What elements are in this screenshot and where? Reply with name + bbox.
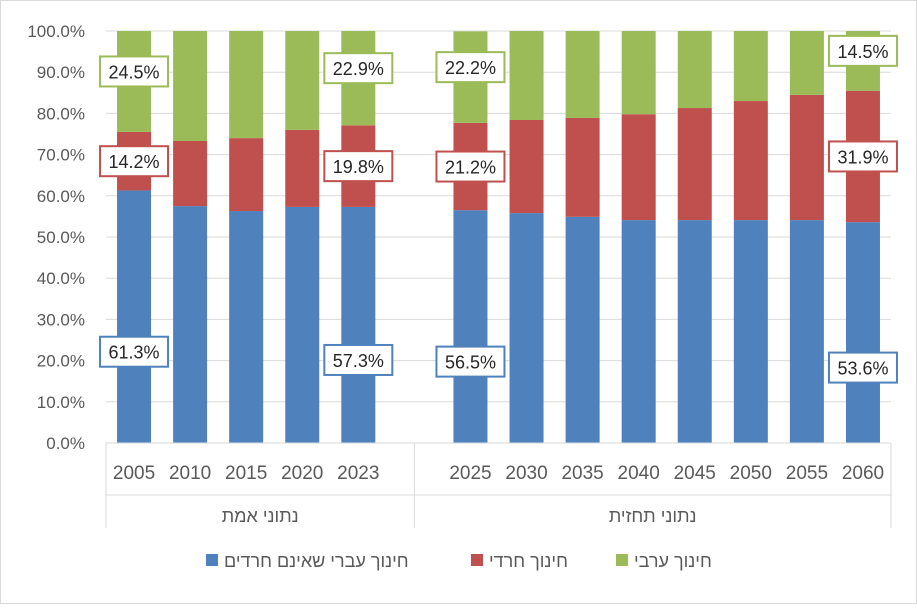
bar-segment-2045-0: [677, 220, 712, 443]
bar-segment-2023-0: [341, 206, 376, 443]
data-label-box: [827, 34, 898, 67]
legend-label: חינוך ערבי: [634, 551, 712, 571]
x-tick-label: 2005: [113, 463, 155, 484]
group-label: נתוני תחזית: [609, 506, 697, 526]
bar-segment-2045-2: [677, 31, 712, 109]
legend-label: חינוך עברי שאינם חרדים: [224, 551, 409, 571]
bar-segment-2015-1: [229, 138, 264, 212]
data-label: 19.8%: [333, 157, 384, 177]
y-tick-label: 40.0%: [37, 269, 85, 288]
data-label-box: [99, 335, 170, 368]
bar-segment-2055-1: [789, 94, 824, 221]
data-label-box: [99, 55, 170, 88]
data-label-box: [435, 51, 506, 84]
bar-segment-2035-0: [565, 216, 600, 443]
legend-swatch: [206, 554, 218, 566]
bar-segment-2020-1: [285, 129, 320, 207]
x-tick-label: 2040: [618, 463, 660, 484]
data-label-box: [435, 345, 506, 378]
legend-swatch: [616, 554, 628, 566]
x-tick-label: 2030: [505, 463, 547, 484]
y-tick-label: 60.0%: [37, 187, 85, 206]
bar-segment-2055-2: [789, 31, 824, 95]
bar-segment-2060-0: [845, 222, 880, 443]
y-tick-label: 10.0%: [37, 393, 85, 412]
y-tick-label: 20.0%: [37, 352, 85, 371]
data-label: 14.2%: [109, 152, 160, 172]
bar-segment-2010-0: [173, 206, 208, 443]
bar-segment-2010-1: [173, 141, 208, 207]
bar-segment-2050-0: [733, 220, 768, 443]
bar-segment-2035-2: [565, 31, 600, 118]
legend-swatch: [471, 554, 483, 566]
bar-segment-2015-0: [229, 211, 264, 443]
data-label: 57.3%: [333, 351, 384, 371]
group-label: נתוני אמת: [222, 506, 299, 526]
bar-segment-2020-2: [285, 31, 320, 130]
y-tick-label: 70.0%: [37, 146, 85, 165]
x-tick-label: 2050: [730, 463, 772, 484]
x-tick-label: 2035: [561, 463, 603, 484]
data-label-box: [99, 145, 170, 178]
bar-segment-2055-0: [789, 220, 824, 443]
data-label-box: [827, 351, 898, 384]
data-label: 61.3%: [109, 343, 160, 363]
legend-label: חינוך חרדי: [489, 551, 568, 571]
x-tick-label: 2023: [337, 463, 379, 484]
bar-segment-2010-2: [173, 31, 208, 142]
bar-segment-2050-2: [733, 31, 768, 102]
x-tick-label: 2020: [281, 463, 323, 484]
x-tick-label: 2010: [169, 463, 211, 484]
bar-segment-2045-1: [677, 108, 712, 221]
data-label-box: [323, 150, 394, 183]
y-tick-label: 80.0%: [37, 104, 85, 123]
y-tick-label: 90.0%: [37, 63, 85, 82]
x-tick-label: 2045: [674, 463, 716, 484]
data-label: 24.5%: [109, 62, 160, 82]
bar-segment-2040-2: [621, 31, 656, 115]
data-label: 56.5%: [445, 353, 496, 373]
bar-segment-2030-2: [509, 31, 544, 120]
data-label: 22.2%: [445, 58, 496, 78]
data-label-box: [323, 343, 394, 376]
x-tick-label: 2025: [449, 463, 491, 484]
x-tick-label: 2060: [842, 463, 884, 484]
data-label: 53.6%: [837, 359, 888, 379]
y-tick-label: 50.0%: [37, 228, 85, 247]
y-tick-label: 100.0%: [27, 22, 85, 41]
bar-segment-2020-0: [285, 206, 320, 443]
bar-segment-2030-1: [509, 119, 544, 214]
bar-segment-2040-0: [621, 220, 656, 443]
data-label: 21.2%: [445, 158, 496, 178]
bar-segment-2040-1: [621, 114, 656, 221]
data-label-box: [323, 52, 394, 85]
bar-segment-2025-0: [453, 210, 488, 443]
bar-segment-2050-1: [733, 101, 768, 221]
y-tick-label: 0.0%: [46, 434, 85, 453]
data-label-box: [435, 150, 506, 183]
bar-segment-2005-0: [117, 190, 152, 443]
data-label: 31.9%: [837, 147, 888, 167]
bar-segment-2015-2: [229, 31, 264, 139]
bar-segment-2035-1: [565, 117, 600, 217]
x-tick-label: 2015: [225, 463, 267, 484]
bar-segment-2030-0: [509, 213, 544, 443]
data-label-box: [827, 140, 898, 173]
x-tick-label: 2055: [786, 463, 828, 484]
y-tick-label: 30.0%: [37, 310, 85, 329]
data-label: 22.9%: [333, 59, 384, 79]
data-label: 14.5%: [837, 42, 888, 62]
